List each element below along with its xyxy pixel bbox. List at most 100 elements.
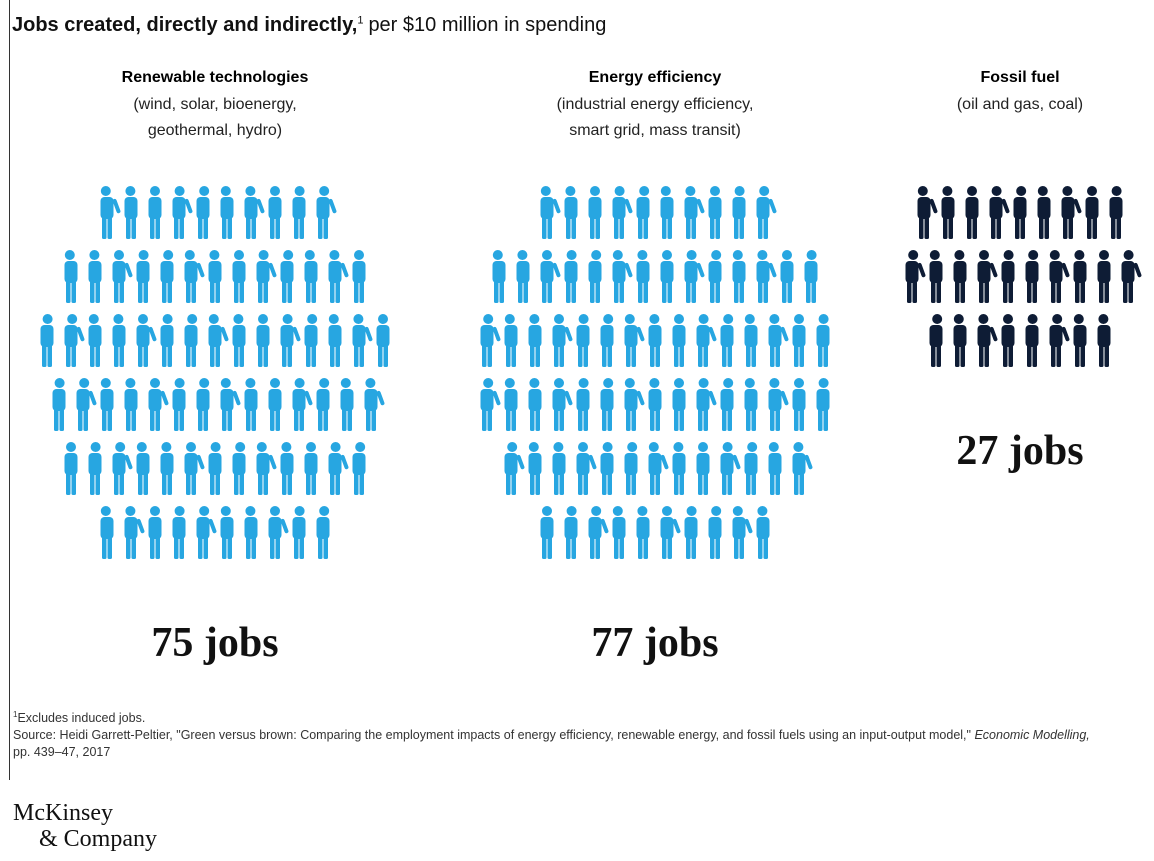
icon-leg bbox=[794, 409, 799, 431]
icon-leg bbox=[1051, 345, 1056, 367]
icon-body bbox=[792, 389, 806, 411]
icon-body bbox=[88, 261, 102, 283]
icon-head bbox=[258, 314, 268, 324]
icon-leg bbox=[960, 281, 965, 303]
icon-leg bbox=[710, 281, 715, 303]
icon-head bbox=[209, 250, 220, 260]
icon-leg bbox=[287, 281, 292, 303]
person-icon bbox=[624, 378, 645, 431]
icon-body bbox=[124, 197, 138, 219]
icon-leg bbox=[482, 345, 487, 367]
icon-leg bbox=[662, 281, 667, 303]
icon-leg bbox=[234, 473, 239, 495]
icon-leg bbox=[287, 345, 292, 367]
icon-body bbox=[112, 325, 126, 347]
person-icon bbox=[672, 314, 686, 367]
person-icon bbox=[40, 314, 54, 367]
icon-leg bbox=[1075, 345, 1080, 367]
icon-body bbox=[732, 261, 746, 283]
icon-leg bbox=[198, 537, 203, 559]
icon-head bbox=[306, 442, 316, 452]
icon-head bbox=[614, 186, 625, 196]
icon-head bbox=[553, 442, 564, 452]
icon-leg bbox=[602, 345, 607, 367]
icon-group bbox=[40, 186, 390, 559]
icon-leg bbox=[131, 537, 136, 559]
icon-head bbox=[542, 250, 552, 260]
person-icon bbox=[208, 250, 222, 303]
icon-leg bbox=[686, 537, 691, 559]
person-icon bbox=[720, 378, 734, 431]
person-icon bbox=[88, 314, 102, 367]
icon-leg bbox=[638, 217, 643, 239]
icon-leg bbox=[794, 345, 799, 367]
icon-leg bbox=[614, 217, 619, 239]
icon-head bbox=[612, 506, 623, 516]
icon-body bbox=[268, 517, 282, 539]
icon-head bbox=[365, 378, 376, 388]
icon-head bbox=[319, 506, 330, 516]
icon-body bbox=[588, 197, 602, 219]
icon-leg bbox=[679, 345, 684, 367]
icon-head bbox=[281, 442, 292, 452]
icon-leg bbox=[955, 281, 960, 303]
icon-leg bbox=[1111, 217, 1116, 239]
icon-leg bbox=[306, 345, 311, 367]
icon-leg bbox=[150, 537, 155, 559]
icon-body bbox=[708, 197, 722, 219]
icon-leg bbox=[619, 537, 624, 559]
icon-head bbox=[1028, 250, 1039, 260]
icon-leg bbox=[554, 473, 559, 495]
icon-leg bbox=[912, 281, 917, 303]
icon-head bbox=[67, 314, 78, 324]
icon-leg bbox=[126, 537, 131, 559]
icon-leg bbox=[751, 409, 756, 431]
icon-leg bbox=[722, 345, 727, 367]
person-icon bbox=[744, 442, 758, 495]
icon-leg bbox=[979, 345, 984, 367]
person-icon bbox=[64, 314, 85, 367]
person-icon bbox=[220, 506, 234, 559]
left-rule bbox=[9, 0, 10, 780]
person-icon bbox=[1097, 250, 1111, 303]
person-icon bbox=[100, 506, 114, 559]
person-icon bbox=[1061, 186, 1082, 239]
icon-body bbox=[256, 453, 270, 475]
icon-body bbox=[364, 389, 378, 411]
person-icon bbox=[648, 442, 669, 495]
icon-head bbox=[294, 506, 305, 516]
icon-body bbox=[304, 453, 318, 475]
icon-leg bbox=[215, 281, 220, 303]
icon-leg bbox=[722, 473, 727, 495]
icon-leg bbox=[203, 537, 208, 559]
icon-leg bbox=[323, 537, 328, 559]
icon-leg bbox=[342, 409, 347, 431]
icon-leg bbox=[566, 217, 571, 239]
person-icon bbox=[256, 250, 277, 303]
icon-leg bbox=[758, 537, 763, 559]
icon-head bbox=[649, 314, 660, 324]
icon-leg bbox=[78, 409, 83, 431]
logo: McKinsey & Company bbox=[13, 800, 157, 852]
person-icon bbox=[756, 250, 777, 303]
person-icon bbox=[244, 186, 265, 239]
icon-body bbox=[504, 389, 518, 411]
icon-head bbox=[1062, 186, 1073, 196]
icon-leg bbox=[359, 281, 364, 303]
icon-leg bbox=[210, 281, 215, 303]
person-icon bbox=[196, 506, 217, 559]
icon-body bbox=[256, 325, 270, 347]
icon-head bbox=[319, 186, 330, 196]
person-icon bbox=[112, 314, 126, 367]
icon-leg bbox=[715, 281, 720, 303]
person-icon bbox=[929, 314, 943, 367]
icon-leg bbox=[727, 473, 732, 495]
icon-body bbox=[64, 325, 78, 347]
person-icon bbox=[1037, 186, 1051, 239]
icon-body bbox=[672, 389, 686, 411]
icon-leg bbox=[727, 345, 732, 367]
icon-leg bbox=[203, 409, 208, 431]
icon-leg bbox=[102, 537, 107, 559]
icon-leg bbox=[191, 345, 196, 367]
